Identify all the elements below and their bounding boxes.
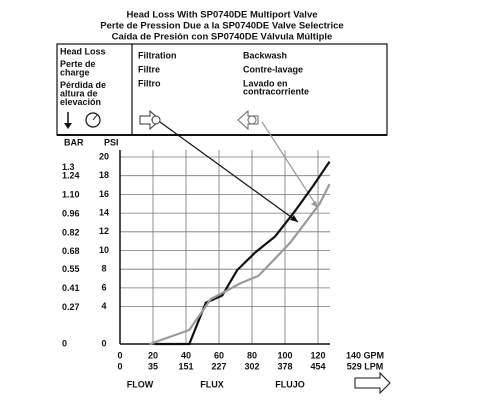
y-tick-label: 4 xyxy=(101,301,106,311)
y-tick-label: 14 xyxy=(99,207,109,217)
y-tick-label: 20 xyxy=(99,151,109,161)
x-tick-label: 40 xyxy=(181,350,191,360)
y2-tick-label: 0.27 xyxy=(62,302,80,312)
x2-tick-label: 302 xyxy=(244,361,259,371)
series-line xyxy=(149,183,331,346)
x2-tick-label: 454 xyxy=(310,361,325,371)
x2-tick-label: 378 xyxy=(277,361,292,371)
x-tick-label: 0 xyxy=(117,350,122,360)
y2-tick-label: 1.24 xyxy=(62,170,80,180)
y2-tick-label: 0.96 xyxy=(62,208,80,218)
x2-tick-label: 35 xyxy=(148,361,158,371)
y2-axis-title: BAR xyxy=(64,137,84,147)
x-axis-title: FLOW xyxy=(127,379,154,389)
backwash-icon xyxy=(237,109,259,131)
y-axis-title: charge xyxy=(60,67,90,77)
x-tick-label: 80 xyxy=(247,350,257,360)
x2-tick-label: 151 xyxy=(178,361,193,371)
x2-tick-label: 227 xyxy=(211,361,226,371)
y-tick-label: 12 xyxy=(99,226,109,236)
legend-label: Filtre xyxy=(138,64,160,74)
y2-tick-label: 0.82 xyxy=(62,227,80,237)
x2-tick-label: 0 xyxy=(117,361,122,371)
y2-tick-label: 0 xyxy=(62,338,67,348)
filtration-icon xyxy=(139,109,161,131)
y2-tick-label: 1.10 xyxy=(62,189,80,199)
y-axis-title: Head Loss xyxy=(60,46,106,56)
x-axis-title: FLUJO xyxy=(275,379,305,389)
x-tick-label: 100 xyxy=(277,350,292,360)
x-tick-label: 60 xyxy=(214,350,224,360)
legend-label: Contre-lavage xyxy=(243,64,303,74)
x-tick-label: 120 xyxy=(310,350,325,360)
legend-label: Lavado en xyxy=(243,78,288,88)
y-tick-label: 10 xyxy=(99,245,109,255)
gauge-icon xyxy=(64,112,101,129)
y-axis-title: Pérdida de xyxy=(60,80,106,90)
chart-title: Perte de Pression Due a la SP0740DE Valv… xyxy=(100,21,343,32)
y2-tick-label: 1.3 xyxy=(62,162,75,172)
x-tick-label: 140 GPM xyxy=(346,350,384,360)
legend-label: Filtro xyxy=(138,78,161,88)
flow-arrow xyxy=(354,371,391,395)
y-axis-title: elevación xyxy=(60,97,101,107)
legend-label: contracorriente xyxy=(243,86,309,96)
chart-title: Head Loss With SP0740DE Multiport Valve xyxy=(126,10,317,21)
y-tick-label: 6 xyxy=(101,282,106,292)
legend-label: Backwash xyxy=(243,50,287,60)
y2-tick-label: 0.41 xyxy=(62,283,80,293)
y-axis-title: Perte de xyxy=(60,59,96,69)
legend-label: Filtration xyxy=(138,50,177,60)
y2-tick-label: 0.68 xyxy=(62,246,80,256)
x-tick-label: 20 xyxy=(148,350,158,360)
chart-title: Caída de Presión con SP0740DE Válvula Mú… xyxy=(112,32,333,43)
y-axis-title: altura de xyxy=(60,88,98,98)
y-tick-label: 0 xyxy=(101,338,106,348)
pointer-arrow xyxy=(159,121,319,223)
x2-tick-label: 529 LPM xyxy=(347,361,384,371)
y-tick-label: 8 xyxy=(101,264,106,274)
y-tick-label: 18 xyxy=(99,170,109,180)
y2-tick-label: 0.55 xyxy=(62,264,80,274)
series-line xyxy=(154,161,331,346)
y-axis-title: PSI xyxy=(104,137,119,147)
x-axis-title: FLUX xyxy=(200,379,224,389)
y-tick-label: 16 xyxy=(99,189,109,199)
legend-frame xyxy=(56,43,388,136)
